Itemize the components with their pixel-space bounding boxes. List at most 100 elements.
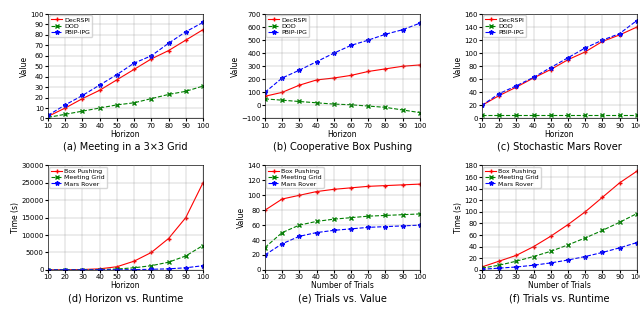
Mars Rover xyxy=(478,267,486,271)
Legend: DecRSPI, DOD, PBIP-IPG: DecRSPI, DOD, PBIP-IPG xyxy=(266,15,309,37)
Line: DOD: DOD xyxy=(479,113,639,117)
Text: (d) Horizon vs. Runtime: (d) Horizon vs. Runtime xyxy=(68,293,183,303)
Box Pushing xyxy=(347,186,355,190)
Mars Rover xyxy=(44,268,52,272)
DecRSPI xyxy=(330,76,338,80)
PBIP-IPG xyxy=(381,32,389,36)
DecRSPI xyxy=(61,106,69,110)
Meeting Grid xyxy=(44,268,52,272)
DOD xyxy=(164,93,172,96)
Line: Box Pushing: Box Pushing xyxy=(262,182,422,212)
Mars Rover xyxy=(513,265,520,269)
Y-axis label: Value: Value xyxy=(454,56,463,77)
Meeting Grid xyxy=(296,223,303,227)
PBIP-IPG xyxy=(416,21,424,25)
Legend: Box Pushing, Meeting Grid, Mars Rover: Box Pushing, Meeting Grid, Mars Rover xyxy=(49,167,107,188)
DOD xyxy=(564,113,572,117)
Box Pushing xyxy=(633,169,640,173)
Line: DecRSPI: DecRSPI xyxy=(46,27,205,119)
Meeting Grid xyxy=(530,255,538,258)
DOD xyxy=(296,100,303,103)
DOD xyxy=(113,103,121,107)
Box Pushing xyxy=(313,190,321,193)
Mars Rover xyxy=(131,268,138,271)
Mars Rover xyxy=(416,223,424,227)
DecRSPI xyxy=(96,88,104,92)
Box Pushing xyxy=(131,259,138,263)
Box Pushing xyxy=(96,267,104,271)
PBIP-IPG xyxy=(261,90,269,94)
Mars Rover xyxy=(547,261,554,265)
Line: DOD: DOD xyxy=(262,97,422,115)
DecRSPI xyxy=(416,63,424,67)
Meeting Grid xyxy=(495,263,503,267)
X-axis label: Number of Trials: Number of Trials xyxy=(311,281,374,290)
Box Pushing xyxy=(399,183,406,187)
Line: PBIP-IPG: PBIP-IPG xyxy=(46,20,205,118)
DecRSPI xyxy=(381,67,389,71)
Meeting Grid xyxy=(147,264,155,268)
DecRSPI xyxy=(399,64,406,68)
Box Pushing xyxy=(79,268,86,271)
Mars Rover xyxy=(278,242,286,246)
PBIP-IPG xyxy=(199,21,207,24)
Meeting Grid xyxy=(278,231,286,234)
Meeting Grid xyxy=(131,266,138,270)
PBIP-IPG xyxy=(564,56,572,60)
PBIP-IPG xyxy=(113,73,121,76)
DOD xyxy=(278,98,286,102)
Box Pushing xyxy=(530,245,538,249)
DOD xyxy=(61,112,69,116)
Meeting Grid xyxy=(399,213,406,217)
Text: (b) Cooperative Box Pushing: (b) Cooperative Box Pushing xyxy=(273,142,412,152)
PBIP-IPG xyxy=(633,19,640,22)
DecRSPI xyxy=(296,83,303,87)
Line: Mars Rover: Mars Rover xyxy=(479,240,639,271)
Box Pushing xyxy=(278,197,286,201)
Box Pushing xyxy=(182,216,189,220)
DOD xyxy=(495,113,503,117)
Text: (a) Meeting in a 3×3 Grid: (a) Meeting in a 3×3 Grid xyxy=(63,142,188,152)
Mars Rover xyxy=(347,227,355,231)
PBIP-IPG xyxy=(581,46,589,50)
DecRSPI xyxy=(261,95,269,98)
Box Pushing xyxy=(44,268,52,272)
PBIP-IPG xyxy=(164,41,172,45)
Line: DecRSPI: DecRSPI xyxy=(262,63,422,99)
DOD xyxy=(399,108,406,112)
Text: (c) Stochastic Mars Rover: (c) Stochastic Mars Rover xyxy=(497,142,621,152)
Mars Rover xyxy=(182,266,189,270)
DOD xyxy=(96,106,104,110)
Mars Rover xyxy=(495,266,503,270)
DecRSPI xyxy=(147,57,155,61)
DOD xyxy=(478,113,486,117)
Line: Meeting Grid: Meeting Grid xyxy=(46,243,205,272)
DOD xyxy=(530,113,538,117)
DecRSPI xyxy=(164,49,172,52)
X-axis label: Horizon: Horizon xyxy=(111,281,140,290)
Legend: Box Pushing, Meeting Grid, Mars Rover: Box Pushing, Meeting Grid, Mars Rover xyxy=(266,167,324,188)
DecRSPI xyxy=(278,90,286,94)
Legend: Box Pushing, Meeting Grid, Mars Rover: Box Pushing, Meeting Grid, Mars Rover xyxy=(483,167,541,188)
Line: Mars Rover: Mars Rover xyxy=(46,263,205,272)
DecRSPI xyxy=(79,97,86,100)
DOD xyxy=(581,113,589,117)
Box Pushing xyxy=(616,181,623,185)
PBIP-IPG xyxy=(399,28,406,32)
DecRSPI xyxy=(547,68,554,71)
DOD xyxy=(313,101,321,105)
Mars Rover xyxy=(581,255,589,258)
Meeting Grid xyxy=(164,260,172,264)
Meeting Grid xyxy=(616,221,623,224)
Line: Meeting Grid: Meeting Grid xyxy=(479,212,639,271)
Box Pushing xyxy=(330,188,338,191)
DecRSPI xyxy=(513,85,520,89)
PBIP-IPG xyxy=(147,54,155,58)
Y-axis label: Value: Value xyxy=(20,56,29,77)
Box Pushing xyxy=(416,182,424,186)
PBIP-IPG xyxy=(347,43,355,47)
Meeting Grid xyxy=(416,212,424,216)
Line: PBIP-IPG: PBIP-IPG xyxy=(479,18,639,108)
DOD xyxy=(416,111,424,115)
PBIP-IPG xyxy=(495,92,503,95)
